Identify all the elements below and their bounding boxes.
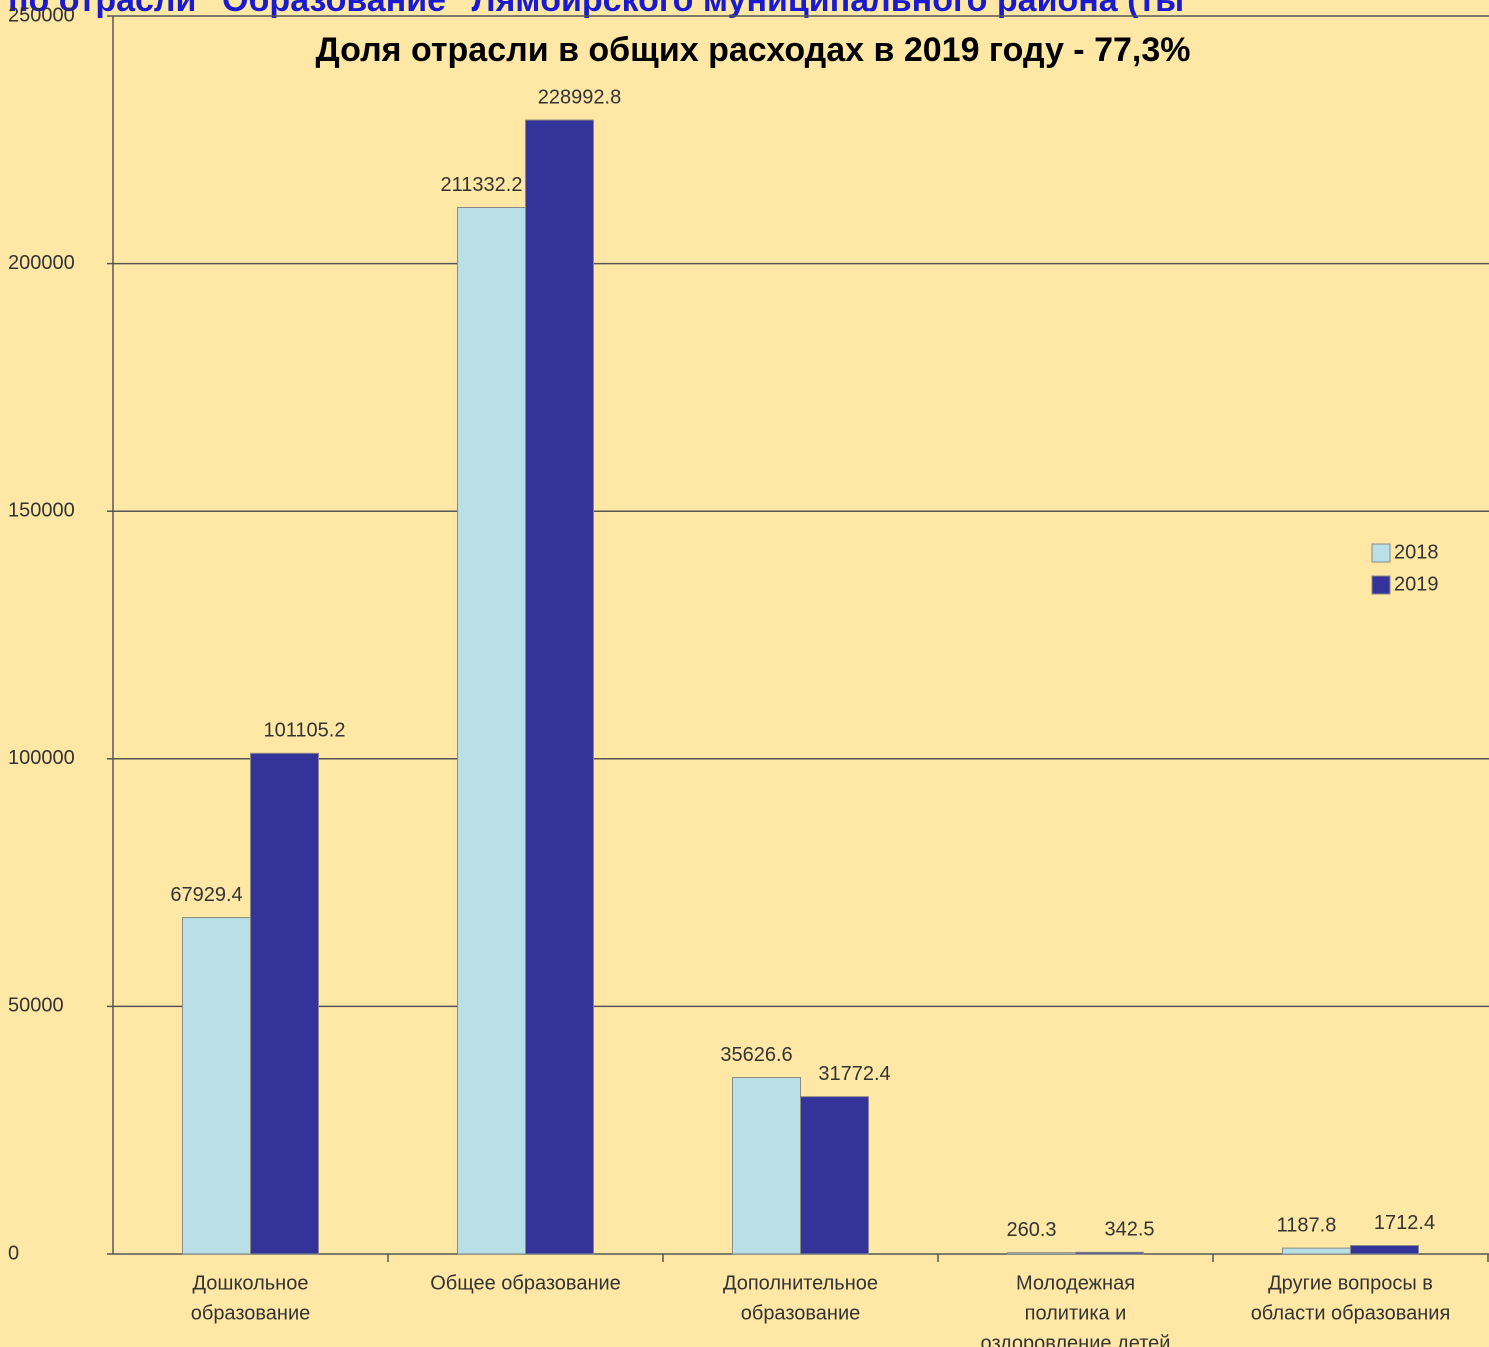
chart-subtitle: Доля отрасли в общих расходах в 2019 год… xyxy=(316,31,1191,69)
legend-label: 2018 xyxy=(1394,541,1439,563)
value-label: 1187.8 xyxy=(1277,1214,1337,1236)
bar xyxy=(525,119,594,1255)
value-label: 228992.8 xyxy=(538,86,621,108)
x-tick-label: Дополнительное xyxy=(723,1272,878,1294)
x-tick-label: оздоровление детей xyxy=(981,1332,1171,1347)
x-tick-label: политика и xyxy=(1025,1302,1127,1324)
y-tick-label: 0 xyxy=(8,1242,19,1264)
bar xyxy=(1075,1251,1144,1255)
bar xyxy=(1007,1252,1076,1255)
y-tick-label: 250000 xyxy=(8,4,75,26)
bar xyxy=(1282,1247,1351,1255)
x-tick-label: образование xyxy=(741,1302,861,1324)
x-tick-label: Общее образование xyxy=(430,1272,621,1294)
bar xyxy=(182,917,251,1255)
bar xyxy=(1350,1245,1419,1255)
value-label: 342.5 xyxy=(1104,1219,1154,1241)
x-tick-label: Молодежная xyxy=(1016,1272,1135,1294)
legend-label: 2019 xyxy=(1394,573,1439,595)
bar xyxy=(250,752,319,1255)
value-label: 35626.6 xyxy=(720,1044,792,1066)
value-label: 101105.2 xyxy=(264,720,346,742)
value-label: 1712.4 xyxy=(1374,1212,1435,1234)
bar xyxy=(800,1096,869,1255)
bar xyxy=(732,1077,801,1255)
legend-swatch xyxy=(1371,543,1391,563)
x-tick-label: Дошкольное xyxy=(193,1272,309,1294)
y-tick-label: 100000 xyxy=(8,747,75,769)
value-label: 211332.2 xyxy=(441,174,523,196)
x-tick-label: образование xyxy=(191,1302,311,1324)
bar xyxy=(457,206,526,1255)
value-label: 67929.4 xyxy=(170,884,242,906)
y-tick-label: 150000 xyxy=(8,499,75,521)
x-tick-label: Другие вопросы в xyxy=(1268,1272,1433,1294)
y-tick-label: 50000 xyxy=(8,995,64,1017)
y-tick-label: 200000 xyxy=(8,252,75,274)
legend-swatch xyxy=(1371,575,1391,595)
x-tick-label: области образования xyxy=(1251,1302,1451,1324)
value-label: 31772.4 xyxy=(818,1063,890,1085)
value-label: 260.3 xyxy=(1006,1219,1056,1241)
chart-title: по отрасли "Образование" Лямбирского мун… xyxy=(8,0,1184,19)
